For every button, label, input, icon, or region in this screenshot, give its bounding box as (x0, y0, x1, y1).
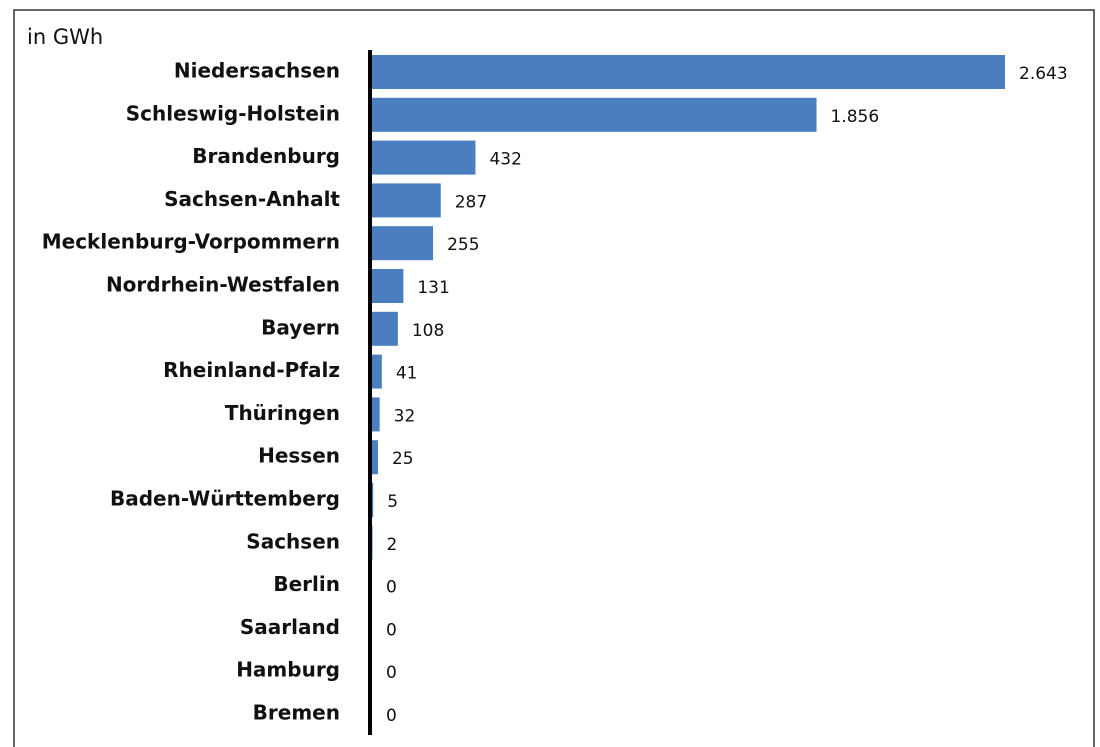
value-label: 255 (447, 235, 479, 255)
value-label: 108 (412, 321, 444, 341)
value-label: 0 (386, 663, 397, 683)
bar (372, 97, 817, 132)
value-label: 32 (394, 406, 416, 426)
bar (372, 140, 476, 175)
value-label: 432 (489, 150, 521, 170)
category-label: Thüringen (225, 401, 340, 425)
bar (372, 354, 382, 389)
value-label: 287 (455, 192, 487, 212)
value-label: 131 (417, 278, 449, 298)
category-label: Rheinland-Pfalz (163, 358, 340, 382)
category-label: Sachsen (246, 529, 340, 553)
frame (13, 9, 1095, 747)
value-label: 25 (392, 449, 414, 469)
value-label: 0 (386, 578, 397, 598)
bar (372, 183, 441, 218)
bar (372, 440, 378, 475)
value-label: 5 (387, 492, 398, 512)
category-label: Hamburg (236, 658, 340, 682)
bar (372, 55, 1005, 89)
bar (372, 226, 434, 261)
value-label: 2 (386, 535, 397, 555)
category-label: Saarland (240, 615, 340, 639)
category-label: Schleswig-Holstein (126, 101, 340, 125)
bar (372, 269, 404, 303)
category-label: Baden-Württemberg (110, 487, 340, 511)
bar (372, 483, 374, 517)
category-label: Hessen (258, 444, 340, 468)
category-label: Niedersachsen (174, 59, 340, 83)
chart-title: in GWh (27, 25, 103, 49)
category-label: Mecklenburg-Vorpommern (42, 230, 340, 254)
value-label: 0 (386, 620, 397, 640)
category-label: Nordrhein-Westfalen (106, 273, 340, 297)
value-label: 1.856 (831, 107, 880, 127)
value-label: 0 (386, 706, 397, 726)
bar (372, 311, 398, 346)
category-label: Berlin (273, 572, 340, 596)
category-label: Sachsen-Anhalt (164, 187, 340, 211)
value-label: 2.643 (1019, 64, 1068, 84)
bar (372, 397, 380, 432)
value-label: 41 (396, 364, 418, 384)
category-label: Brandenburg (192, 144, 340, 168)
category-label: Bayern (261, 315, 340, 339)
category-label: Bremen (253, 701, 340, 725)
